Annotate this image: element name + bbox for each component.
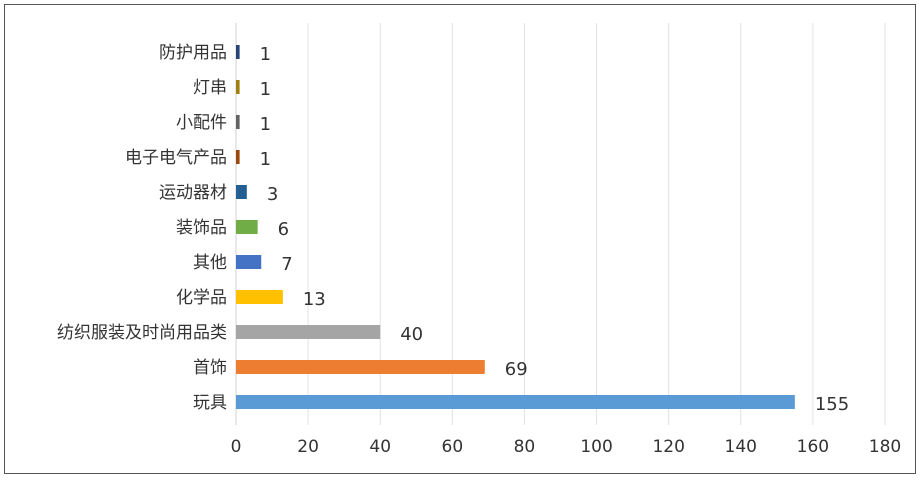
data-label: 6 — [278, 219, 289, 240]
category-label: 纺织服装及时尚用品类 — [57, 323, 227, 343]
bar — [236, 150, 240, 164]
bar — [236, 80, 240, 94]
x-tick-label: 20 — [297, 437, 319, 457]
bar — [236, 290, 283, 304]
category-label: 运动器材 — [159, 183, 227, 203]
category-label: 小配件 — [176, 113, 227, 133]
category-label: 装饰品 — [176, 218, 227, 238]
bar — [236, 185, 247, 199]
category-label: 其他 — [193, 253, 227, 273]
data-label: 1 — [260, 44, 271, 65]
category-label: 防护用品 — [159, 43, 227, 63]
bar — [236, 220, 258, 234]
gridlines — [235, 23, 886, 425]
category-label: 灯串 — [193, 78, 227, 98]
bar — [236, 45, 240, 59]
data-label: 1 — [260, 79, 271, 100]
chart-frame: 防护用品灯串小配件电子电气产品运动器材装饰品其他化学品纺织服装及时尚用品类首饰玩… — [4, 4, 916, 474]
x-tick-label: 40 — [369, 437, 391, 457]
category-label: 化学品 — [176, 288, 227, 308]
category-label: 电子电气产品 — [125, 148, 227, 168]
data-label: 155 — [815, 394, 849, 415]
x-tick-label: 160 — [797, 437, 829, 457]
data-label: 3 — [267, 184, 278, 205]
x-tick-label: 60 — [442, 437, 464, 457]
bars — [236, 45, 795, 409]
category-label: 首饰 — [193, 358, 227, 378]
x-tick-label: 120 — [652, 437, 684, 457]
data-label: 13 — [303, 289, 326, 310]
x-tick-label: 0 — [231, 437, 242, 457]
category-label: 玩具 — [193, 393, 227, 413]
data-label: 7 — [281, 254, 292, 275]
bar-chart: 防护用品灯串小配件电子电气产品运动器材装饰品其他化学品纺织服装及时尚用品类首饰玩… — [57, 23, 902, 457]
bar — [236, 115, 240, 129]
data-label: 69 — [505, 359, 528, 380]
category-labels: 防护用品灯串小配件电子电气产品运动器材装饰品其他化学品纺织服装及时尚用品类首饰玩… — [57, 43, 227, 413]
bar — [236, 255, 262, 269]
bar — [236, 395, 795, 409]
x-tick-label: 100 — [580, 437, 612, 457]
data-label: 40 — [400, 324, 423, 345]
x-tick-label: 180 — [869, 437, 901, 457]
bar — [236, 360, 485, 374]
bar — [236, 325, 381, 339]
x-tick-label: 80 — [514, 437, 536, 457]
x-axis-tick-labels: 0 20 40 60 80 100 120 140 160 180 — [231, 437, 902, 457]
data-label: 1 — [260, 114, 271, 135]
x-tick-label: 140 — [725, 437, 757, 457]
data-label: 1 — [260, 149, 271, 170]
